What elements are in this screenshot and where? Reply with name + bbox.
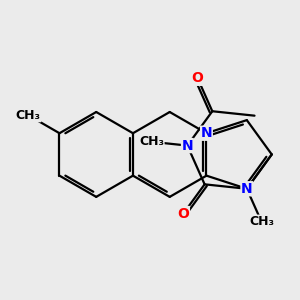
Text: O: O: [192, 71, 204, 85]
Text: N: N: [201, 126, 212, 140]
Text: O: O: [178, 206, 189, 220]
Text: N: N: [241, 182, 253, 196]
Text: CH₃: CH₃: [249, 215, 274, 228]
Text: N: N: [182, 139, 193, 153]
Text: CH₃: CH₃: [139, 135, 164, 148]
Text: CH₃: CH₃: [16, 109, 41, 122]
